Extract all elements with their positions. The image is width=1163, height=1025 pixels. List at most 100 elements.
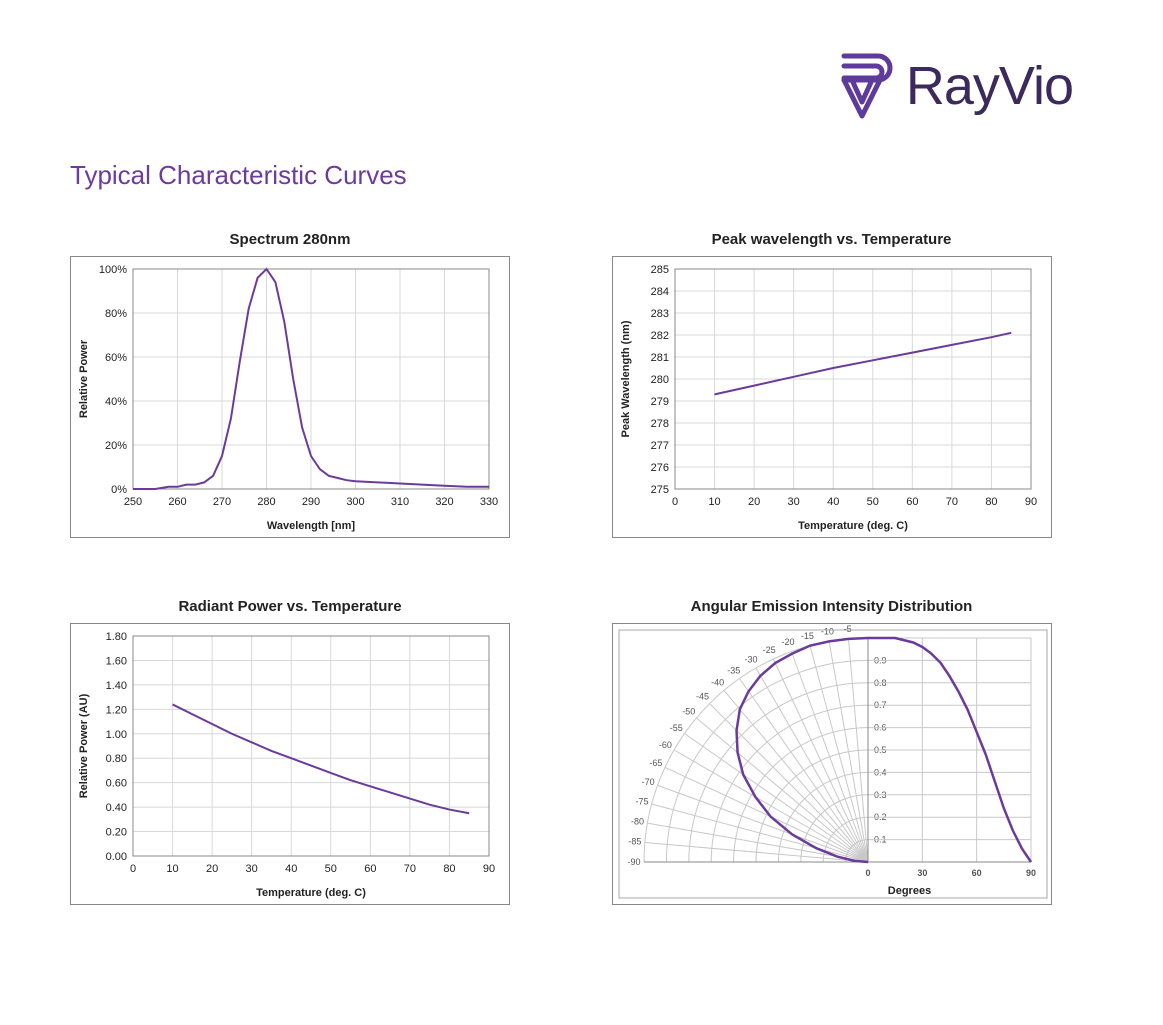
svg-text:283: 283 bbox=[650, 308, 668, 320]
svg-text:10: 10 bbox=[166, 863, 178, 875]
svg-text:-70: -70 bbox=[641, 777, 654, 787]
chart-title: Peak wavelength vs. Temperature bbox=[612, 231, 1052, 248]
svg-text:20: 20 bbox=[206, 863, 218, 875]
svg-text:100%: 100% bbox=[99, 264, 127, 276]
svg-text:0.60: 0.60 bbox=[106, 778, 127, 790]
svg-text:284: 284 bbox=[650, 286, 668, 298]
svg-text:1.00: 1.00 bbox=[106, 729, 127, 741]
svg-text:290: 290 bbox=[302, 496, 320, 508]
brand-logo: RayVio bbox=[832, 50, 1073, 122]
svg-text:60: 60 bbox=[364, 863, 376, 875]
svg-text:-75: -75 bbox=[635, 796, 648, 806]
svg-text:300: 300 bbox=[346, 496, 364, 508]
svg-text:250: 250 bbox=[124, 496, 142, 508]
svg-text:40%: 40% bbox=[105, 396, 127, 408]
svg-text:-10: -10 bbox=[820, 627, 833, 637]
svg-text:1.40: 1.40 bbox=[106, 680, 127, 692]
chart-spectrum: Spectrum 280nm 2502602702802903003103203… bbox=[70, 231, 510, 538]
svg-text:90: 90 bbox=[1025, 868, 1035, 878]
svg-text:278: 278 bbox=[650, 418, 668, 430]
svg-text:40: 40 bbox=[285, 863, 297, 875]
chart-canvas: 0 10 20 30 40 50 60 70 80 90 0.00 0.20 0.40 0.60 0.80 1… bbox=[71, 624, 501, 904]
svg-text:80: 80 bbox=[443, 863, 455, 875]
svg-text:1.20: 1.20 bbox=[106, 704, 127, 716]
svg-text:50: 50 bbox=[325, 863, 337, 875]
svg-text:281: 281 bbox=[650, 352, 668, 364]
svg-text:0.80: 0.80 bbox=[106, 753, 127, 765]
svg-text:-40: -40 bbox=[711, 678, 724, 688]
svg-text:-65: -65 bbox=[649, 758, 662, 768]
svg-text:280: 280 bbox=[257, 496, 275, 508]
svg-text:Temperature (deg. C): Temperature (deg. C) bbox=[256, 887, 366, 899]
svg-text:-25: -25 bbox=[762, 645, 775, 655]
svg-text:Peak Wavelength (nm): Peak Wavelength (nm) bbox=[620, 320, 632, 437]
svg-text:10: 10 bbox=[708, 496, 720, 508]
svg-text:1.60: 1.60 bbox=[106, 655, 127, 667]
logo-mark-icon bbox=[832, 50, 898, 122]
svg-text:-20: -20 bbox=[781, 637, 794, 647]
chart-title: Radiant Power vs. Temperature bbox=[70, 598, 510, 615]
svg-text:310: 310 bbox=[391, 496, 409, 508]
svg-text:-90: -90 bbox=[627, 857, 640, 867]
svg-text:30: 30 bbox=[246, 863, 258, 875]
svg-text:275: 275 bbox=[650, 484, 668, 496]
svg-text:70: 70 bbox=[945, 496, 957, 508]
svg-text:0.40: 0.40 bbox=[106, 802, 127, 814]
svg-text:1.80: 1.80 bbox=[106, 631, 127, 643]
svg-text:80: 80 bbox=[985, 496, 997, 508]
svg-text:-55: -55 bbox=[669, 723, 682, 733]
svg-text:20: 20 bbox=[747, 496, 759, 508]
svg-text:270: 270 bbox=[213, 496, 231, 508]
svg-text:260: 260 bbox=[168, 496, 186, 508]
svg-text:Degrees: Degrees bbox=[887, 885, 930, 897]
svg-text:Temperature (deg. C): Temperature (deg. C) bbox=[798, 520, 908, 532]
svg-text:0.20: 0.20 bbox=[106, 827, 127, 839]
svg-text:70: 70 bbox=[404, 863, 416, 875]
svg-text:20%: 20% bbox=[105, 440, 127, 452]
chart-title: Spectrum 280nm bbox=[70, 231, 510, 248]
svg-text:279: 279 bbox=[650, 396, 668, 408]
svg-text:50: 50 bbox=[866, 496, 878, 508]
svg-text:0%: 0% bbox=[111, 484, 127, 496]
svg-text:Wavelength [nm]: Wavelength [nm] bbox=[267, 520, 356, 532]
svg-text:40: 40 bbox=[827, 496, 839, 508]
chart-angular-emission: Angular Emission Intensity Distribution … bbox=[612, 598, 1052, 905]
svg-text:0: 0 bbox=[130, 863, 136, 875]
svg-text:30: 30 bbox=[917, 868, 927, 878]
svg-text:280: 280 bbox=[650, 374, 668, 386]
svg-text:-35: -35 bbox=[727, 665, 740, 675]
svg-text:90: 90 bbox=[1024, 496, 1036, 508]
svg-text:60: 60 bbox=[971, 868, 981, 878]
svg-text:-15: -15 bbox=[800, 631, 813, 641]
svg-text:60%: 60% bbox=[105, 352, 127, 364]
svg-text:0: 0 bbox=[865, 868, 870, 878]
svg-text:277: 277 bbox=[650, 440, 668, 452]
svg-text:-60: -60 bbox=[658, 740, 671, 750]
svg-text:282: 282 bbox=[650, 330, 668, 342]
chart-title: Angular Emission Intensity Distribution bbox=[612, 598, 1052, 615]
charts-grid: Spectrum 280nm 2502602702802903003103203… bbox=[70, 231, 1093, 905]
svg-text:90: 90 bbox=[483, 863, 495, 875]
svg-text:Relative Power (AU): Relative Power (AU) bbox=[78, 693, 90, 798]
svg-text:-80: -80 bbox=[631, 816, 644, 826]
svg-text:-5: -5 bbox=[843, 624, 851, 634]
section-title: Typical Characteristic Curves bbox=[70, 160, 1093, 191]
svg-text:-85: -85 bbox=[628, 837, 641, 847]
svg-text:0: 0 bbox=[671, 496, 677, 508]
brand-name: RayVio bbox=[906, 55, 1073, 117]
svg-text:330: 330 bbox=[480, 496, 498, 508]
svg-text:285: 285 bbox=[650, 264, 668, 276]
svg-text:30: 30 bbox=[787, 496, 799, 508]
chart-radiant-power: Radiant Power vs. Temperature 0 10 20 30 40 5… bbox=[70, 598, 510, 905]
svg-text:-45: -45 bbox=[696, 692, 709, 702]
svg-text:0.00: 0.00 bbox=[106, 851, 127, 863]
chart-canvas: 0 10 20 30 40 50 60 70 80 90 275 276 277 278 279 280 281… bbox=[613, 257, 1043, 537]
svg-text:276: 276 bbox=[650, 462, 668, 474]
svg-text:60: 60 bbox=[906, 496, 918, 508]
chart-peak-wavelength: Peak wavelength vs. Temperature 0 10 20 30 4… bbox=[612, 231, 1052, 538]
svg-text:Relative Power: Relative Power bbox=[78, 339, 90, 418]
svg-text:-50: -50 bbox=[682, 707, 695, 717]
svg-text:80%: 80% bbox=[105, 308, 127, 320]
chart-canvas: 2502602702802903003103203300%20%40%60%80… bbox=[71, 257, 501, 537]
chart-canvas: -5-10-15-20-25-30-35-40-45-50-55-60-65-7… bbox=[613, 624, 1053, 904]
